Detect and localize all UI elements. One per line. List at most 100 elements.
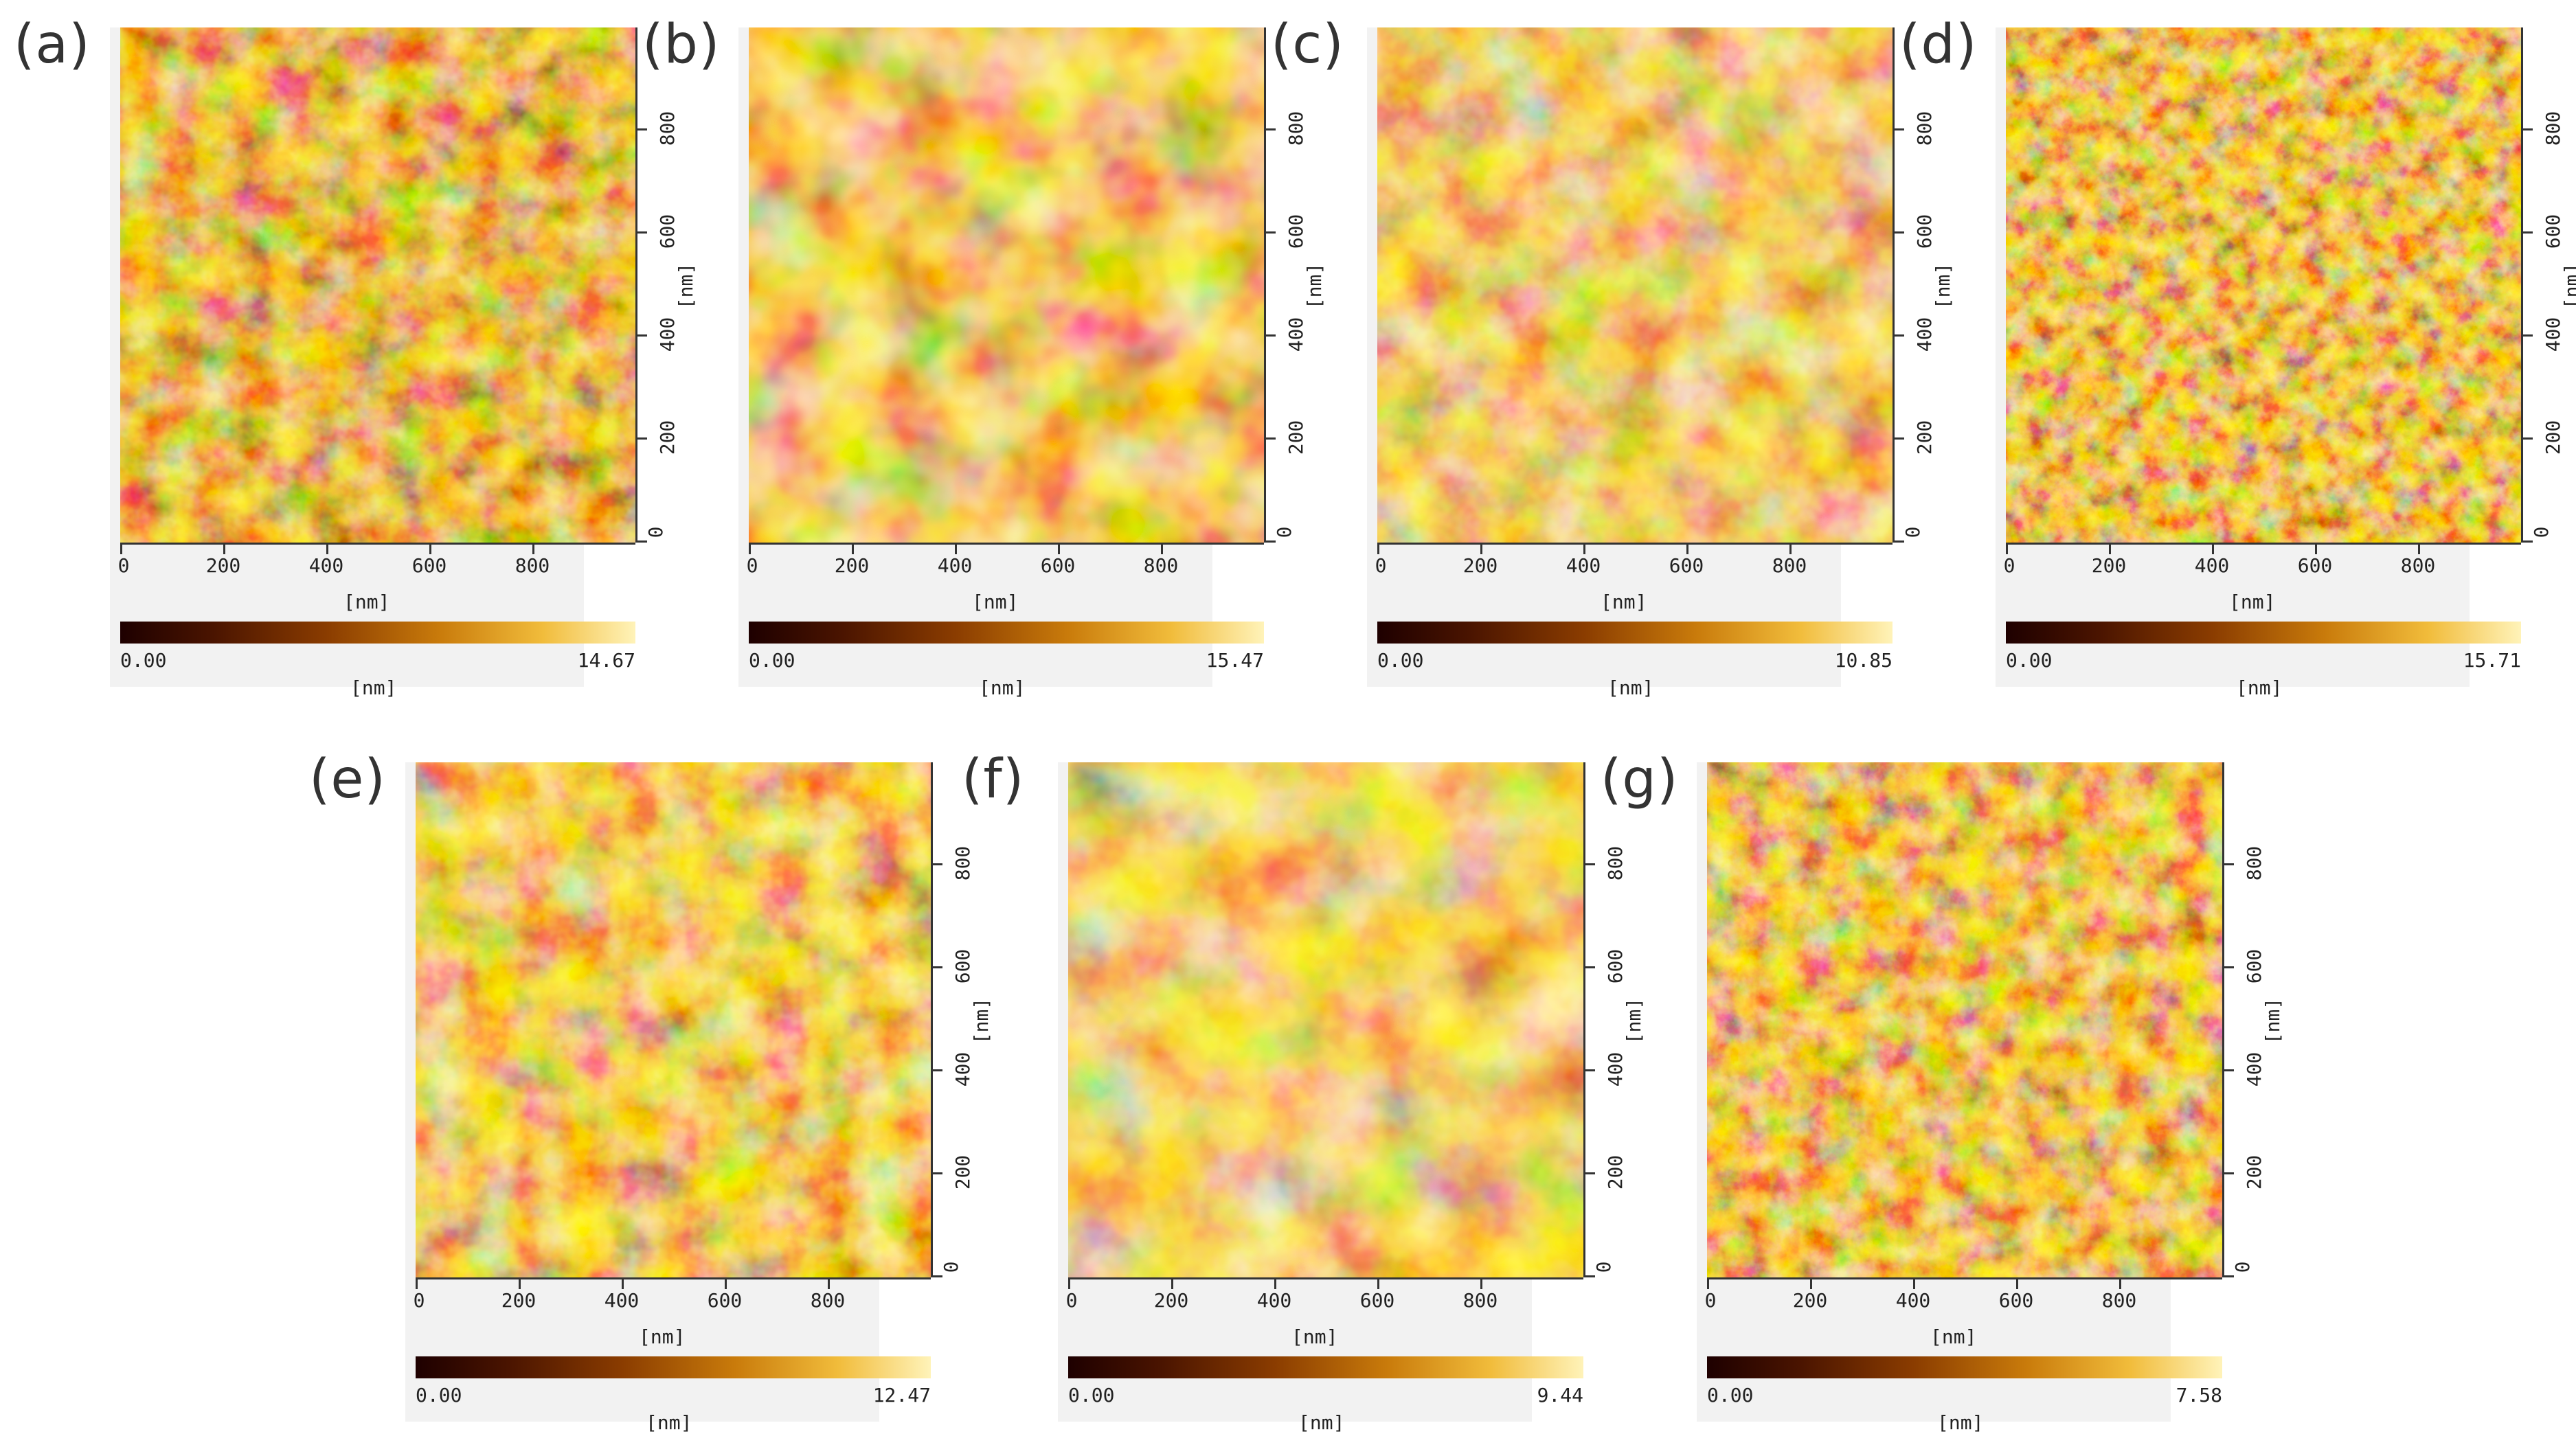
x-tick-label: 800 (1462, 1289, 1498, 1312)
y-tick-label: 0 (939, 1261, 962, 1273)
y-tick-label: 600 (2242, 948, 2266, 984)
panel-f: (f) (962, 749, 1645, 1434)
y-tick (1266, 437, 1276, 440)
x-tick-label: 0 (1065, 1289, 1078, 1312)
panel-c: (c) (1271, 14, 1954, 699)
afm-height-map (2006, 27, 2521, 543)
x-tick-label: 600 (2297, 554, 2333, 577)
x-tick-label: 400 (308, 554, 344, 577)
x-tick (1058, 545, 1060, 554)
x-tick (1161, 545, 1163, 554)
y-tick (1895, 437, 1904, 440)
x-tick-label: 200 (1792, 1289, 1828, 1312)
colorbar-max: 7.58 (2176, 1384, 2222, 1407)
afm-height-map (1707, 762, 2222, 1277)
x-tick (326, 545, 328, 554)
x-axis-unit: [nm] (1930, 1325, 1977, 1348)
y-tick (1266, 231, 1276, 234)
x-tick-label: 600 (1669, 554, 1704, 577)
x-tick (1583, 545, 1585, 554)
colorbar-max: 9.44 (1537, 1384, 1583, 1407)
y-axis: 0 200 400 600 800 (1893, 27, 1936, 543)
y-tick (2523, 540, 2533, 543)
x-tick (1810, 1279, 1812, 1289)
y-tick (1895, 334, 1904, 337)
y-tick-label: 800 (2541, 111, 2564, 146)
y-tick (1266, 540, 1276, 543)
x-axis-unit: [nm] (343, 591, 390, 613)
x-tick-label: 800 (810, 1289, 846, 1312)
x-tick-label: 0 (413, 1289, 425, 1312)
x-tick-label: 200 (1462, 554, 1498, 577)
height-colorbar (749, 622, 1264, 644)
afm-height-map (1068, 762, 1583, 1277)
afm-height-map (120, 27, 635, 543)
colorbar-min: 0.00 (1707, 1384, 1754, 1407)
y-tick (1585, 863, 1595, 865)
y-axis: 0 200 400 600 800 (1583, 762, 1627, 1277)
panel-a: (a) (14, 14, 697, 699)
y-tick (2224, 1172, 2234, 1174)
x-tick (416, 1279, 418, 1289)
y-tick (1585, 1275, 1595, 1277)
x-axis-unit: [nm] (1291, 1325, 1338, 1348)
y-tick (637, 128, 647, 130)
colorbar-unit: [nm] (1298, 1411, 1345, 1434)
y-axis: 0 200 400 600 800 (2222, 762, 2266, 1277)
y-axis: 0 200 400 600 800 (931, 762, 974, 1277)
x-tick-label: 800 (1143, 554, 1179, 577)
y-tick (2523, 128, 2533, 130)
x-tick-label: 200 (2091, 554, 2127, 577)
y-tick (637, 231, 647, 234)
x-axis: 0 200 400 600 800 (117, 543, 635, 586)
x-tick-label: 200 (1153, 1289, 1189, 1312)
y-tick (637, 437, 647, 440)
x-tick (1707, 1279, 1709, 1289)
x-axis-unit: [nm] (972, 591, 1019, 613)
x-tick-label: 400 (604, 1289, 640, 1312)
x-tick-label: 800 (2400, 554, 2436, 577)
x-tick-label: 800 (2101, 1289, 2137, 1312)
y-tick (2224, 1275, 2234, 1277)
x-tick-label: 600 (707, 1289, 743, 1312)
x-tick-label: 200 (501, 1289, 536, 1312)
x-tick (1377, 1279, 1379, 1289)
x-tick (532, 545, 534, 554)
colorbar-max: 10.85 (1834, 649, 1893, 672)
panel-label: (b) (642, 14, 721, 76)
height-colorbar (1068, 1356, 1583, 1378)
x-tick (223, 545, 225, 554)
x-axis: 0 200 400 600 800 (2004, 543, 2521, 586)
y-tick (1266, 128, 1276, 130)
y-tick (637, 540, 647, 543)
panel-label: (a) (14, 14, 91, 76)
panel-label: (g) (1601, 749, 1679, 810)
x-tick-label: 0 (1704, 1289, 1717, 1312)
x-tick-label: 600 (1040, 554, 1076, 577)
colorbar-min: 0.00 (2006, 649, 2053, 672)
height-colorbar (1707, 1356, 2222, 1378)
panel-label: (c) (1271, 14, 1344, 76)
colorbar-min: 0.00 (416, 1384, 462, 1407)
colorbar-min: 0.00 (120, 649, 167, 672)
x-tick (120, 545, 122, 554)
colorbar-min: 0.00 (749, 649, 795, 672)
height-colorbar (416, 1356, 931, 1378)
x-tick-label: 800 (1772, 554, 1807, 577)
x-tick (2016, 1279, 2018, 1289)
colorbar-unit: [nm] (1607, 676, 1654, 699)
y-tick (1585, 966, 1595, 968)
x-tick (1686, 545, 1688, 554)
x-tick-label: 0 (117, 554, 130, 577)
x-axis-unit: [nm] (639, 1325, 686, 1348)
height-colorbar (1377, 622, 1893, 644)
y-tick (933, 966, 942, 968)
x-tick (2315, 545, 2317, 554)
x-tick (955, 545, 957, 554)
y-tick (933, 1275, 942, 1277)
y-tick-label: 0 (2529, 526, 2553, 538)
x-tick (2418, 545, 2420, 554)
y-tick (1266, 334, 1276, 337)
y-axis-unit: [nm] (2261, 997, 2285, 1045)
y-tick (2523, 334, 2533, 337)
